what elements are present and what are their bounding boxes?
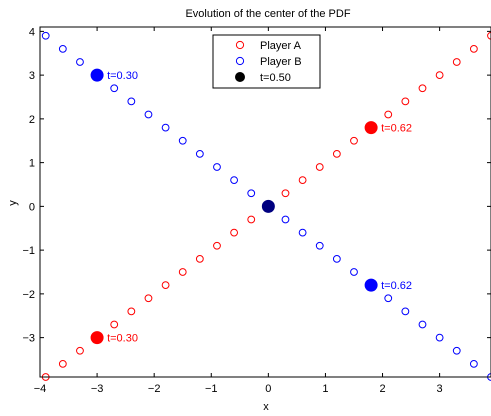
legend-label: Player A <box>260 40 302 52</box>
series-1-point <box>178 268 187 276</box>
x-tick-label: 2 <box>379 383 385 395</box>
legend-label: t=0.50 <box>260 72 291 84</box>
series-2-point <box>315 241 324 250</box>
series-1-point <box>110 320 119 329</box>
y-tick-label: 0 <box>29 201 35 213</box>
series-1-point <box>58 359 67 368</box>
series-1-point <box>213 241 221 250</box>
y-tick-label: −2 <box>22 289 35 301</box>
y-axis-label: y <box>7 200 19 206</box>
y-tick-label: 1 <box>29 158 35 170</box>
series-2-point <box>298 228 307 237</box>
series-1-point <box>76 346 84 355</box>
series-1-point <box>401 97 410 106</box>
series-1-point <box>144 294 153 303</box>
series-1-point <box>418 84 427 93</box>
x-tick-label: −2 <box>148 383 161 395</box>
series-1-point <box>332 149 341 158</box>
legend: Player A Player B t=0.50 <box>212 34 321 89</box>
series-1-point <box>469 44 478 53</box>
series-2-point <box>161 123 170 132</box>
series-1-point <box>161 281 170 290</box>
series-2-point <box>110 84 119 93</box>
x-tick-label: −3 <box>91 383 104 395</box>
legend-marker <box>235 72 245 82</box>
highlight-label: t=0.30 <box>107 70 138 82</box>
x-tick-label: −1 <box>205 383 218 395</box>
x-tick-label: 3 <box>437 383 443 395</box>
series-2-point <box>384 294 393 303</box>
series-2-point <box>247 189 256 198</box>
highlight-label: t=0.30 <box>107 333 138 345</box>
series-1-point <box>384 110 393 119</box>
legend-box <box>212 34 321 89</box>
series-2-point <box>144 110 153 119</box>
series-2-point <box>58 44 67 53</box>
x-axis-label: x <box>263 401 269 413</box>
series-1-point <box>435 71 444 80</box>
series-1-point <box>315 163 324 171</box>
series-1-point <box>350 136 358 145</box>
highlight-point <box>261 199 275 213</box>
series-1-point <box>230 228 239 237</box>
legend-label: Player B <box>260 56 302 68</box>
series-2-point <box>127 97 136 106</box>
highlight-point <box>90 331 104 345</box>
series-2-point <box>350 268 358 276</box>
series-2-point <box>469 359 478 368</box>
highlight-point <box>364 121 378 135</box>
series-2-point <box>452 346 461 355</box>
highlight-label: t=0.62 <box>381 123 412 135</box>
series-1-point <box>247 215 256 224</box>
series-2-point <box>418 320 427 329</box>
chart-title: Evolution of the center of the PDF <box>185 8 350 20</box>
series-2-point <box>281 215 290 224</box>
data-layer: t=0.30 t=0.30 t=0.62 t=0.62 <box>41 31 491 381</box>
series-1-point <box>487 31 491 40</box>
series-1-point <box>195 254 204 263</box>
series-2-point <box>230 176 239 185</box>
series-2-point <box>41 31 50 40</box>
series-2-point <box>76 58 84 66</box>
series-2-point <box>401 307 410 316</box>
y-tick-label: 4 <box>29 26 35 38</box>
y-tick-label: 3 <box>29 70 35 82</box>
y-tick-label: 2 <box>29 114 35 126</box>
legend-marker <box>235 56 245 66</box>
plot-frame <box>39 26 491 378</box>
series-1-point <box>127 307 136 316</box>
x-tick-label: 0 <box>265 383 271 395</box>
highlight-point <box>90 68 104 82</box>
x-tick-label: −4 <box>34 383 47 395</box>
axis-ticks: −4 −3 −2 −1 0 1 2 3 −3 −2 −1 0 1 2 3 4 <box>22 26 491 395</box>
series-1-point <box>281 189 290 198</box>
series-2-point <box>213 163 221 171</box>
series-1-point <box>298 176 307 185</box>
highlight-point <box>364 278 378 292</box>
legend-marker <box>235 40 245 50</box>
y-tick-label: −1 <box>22 245 35 257</box>
series-2-point <box>435 333 444 342</box>
series-1-point <box>452 58 461 66</box>
series-2-point <box>332 254 341 263</box>
series-2-point <box>178 136 187 145</box>
x-tick-label: 1 <box>322 383 328 395</box>
highlight-label: t=0.62 <box>381 280 412 292</box>
series-2-point <box>195 149 204 158</box>
y-tick-label: −3 <box>22 333 35 345</box>
